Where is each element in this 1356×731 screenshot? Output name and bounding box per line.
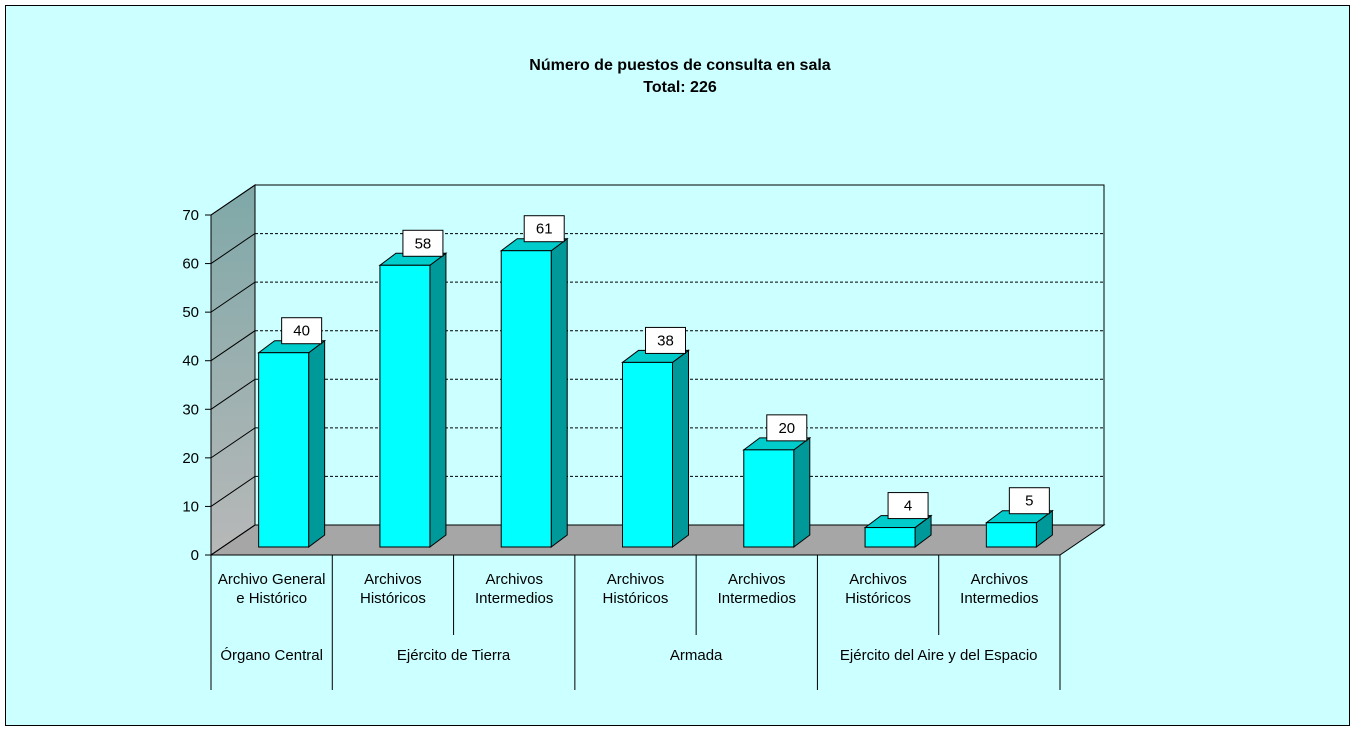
value-label: 20: [778, 420, 795, 437]
y-tick-label: 10: [182, 498, 199, 515]
value-label: 58: [415, 235, 432, 252]
group-label: Ejército de Tierra: [396, 647, 511, 664]
value-label: 4: [904, 498, 912, 515]
y-tick-label: 30: [182, 401, 199, 418]
value-label: 61: [536, 221, 553, 238]
chart-subtitle: Total: 226: [643, 79, 717, 96]
x-tick-label: Archivos Intermedios: [475, 571, 554, 607]
x-tick-label: Archivo General e Histórico: [217, 571, 326, 607]
x-tick-label: Archivos Históricos: [845, 571, 911, 607]
x-tick-label: Archivos Históricos: [602, 571, 669, 607]
value-label-box: [402, 229, 444, 257]
bar-side: [308, 339, 326, 548]
left-wall: [210, 184, 256, 556]
bar-side: [429, 252, 447, 548]
grid-line: [210, 330, 256, 362]
bar: [500, 250, 552, 548]
grid-line: [210, 233, 256, 264]
value-label-box: [645, 326, 686, 354]
grid-line: [210, 281, 256, 313]
y-tick-label: 40: [182, 353, 199, 370]
y-tick-label: 0: [191, 547, 199, 564]
bar-side: [550, 237, 568, 548]
group-label: Órgano Central: [220, 647, 323, 664]
chart-title: Número de puestos de consulta en sala: [529, 57, 831, 74]
bar: [622, 361, 673, 548]
bar: [985, 522, 1037, 548]
grid-line: [210, 427, 256, 459]
value-label-box: [523, 215, 565, 243]
value-label-box: [281, 317, 323, 345]
value-label: 5: [1025, 493, 1033, 510]
grid-line: [210, 476, 256, 507]
x-tick-label: Archivos Históricos: [359, 571, 426, 607]
bar-side: [672, 349, 689, 548]
group-label: Armada: [669, 647, 723, 664]
bar: [258, 352, 310, 548]
y-tick-label: 70: [182, 207, 199, 224]
grid-line: [210, 524, 256, 556]
value-label-box: [766, 414, 808, 442]
y-tick-label: 60: [182, 256, 199, 273]
bar: [379, 264, 431, 548]
grid-line: [210, 378, 256, 410]
value-label: 40: [293, 323, 310, 340]
grid-line: [210, 184, 256, 216]
x-tick-label: Archivos Intermedios: [960, 571, 1039, 607]
y-tick-label: 50: [182, 304, 199, 321]
bar: [864, 527, 916, 548]
value-label-box: [1008, 487, 1050, 515]
value-label: 38: [657, 332, 674, 349]
bar: [743, 449, 795, 548]
x-tick-label: Archivos Intermedios: [717, 571, 796, 607]
value-label-box: [887, 492, 929, 520]
group-label: Ejército del Aire y del Espacio: [839, 647, 1038, 664]
y-tick-label: 20: [182, 450, 199, 467]
bar-side: [793, 436, 811, 548]
